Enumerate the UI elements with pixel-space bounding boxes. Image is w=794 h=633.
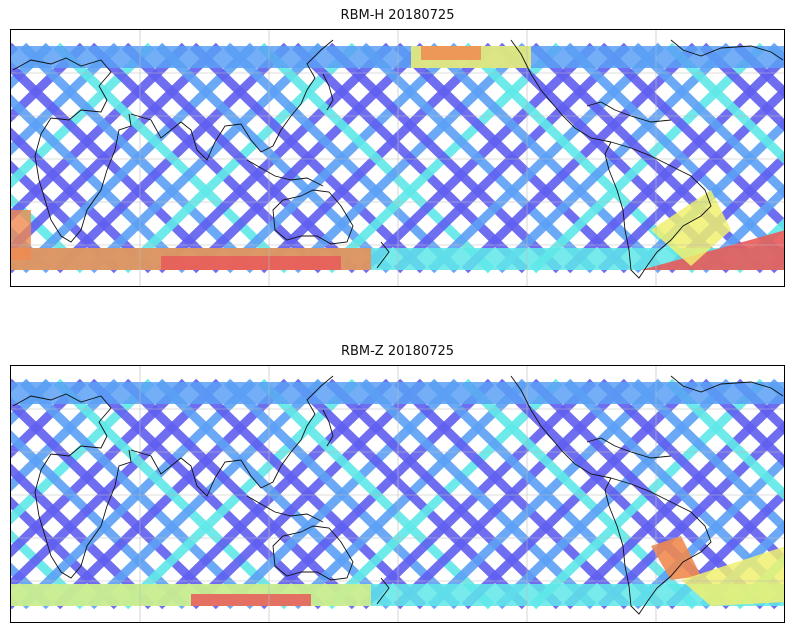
swath-descending [19,378,257,610]
swath-descending [11,430,189,610]
swath-descending [427,42,665,274]
swath-descending [223,42,461,274]
swath-descending [53,42,291,274]
swath-descending [87,42,325,274]
swath-descending [665,378,784,501]
swath-descending [563,42,784,264]
swath-ascending [11,378,87,459]
swath-descending [325,42,563,274]
coastline [246,495,324,523]
coastline [322,73,334,111]
coastline [272,525,354,581]
swath-descending [257,42,495,274]
coastline [240,39,334,153]
coastline [12,57,132,243]
coastline [670,39,784,61]
coastline [604,141,712,279]
swath-descending [189,378,427,610]
south-atlantic-warm [681,546,784,606]
coastline [130,449,242,497]
swath-descending [11,529,87,610]
north-band [11,46,784,68]
coastline [130,113,242,161]
southern-ocean-max [191,594,311,606]
coastline [376,241,390,269]
coastlines-top [12,39,784,279]
swath-ascending [733,217,784,274]
swath-descending [699,378,784,468]
swath-descending [11,193,87,274]
swath-descending [11,61,223,274]
panel-title-bottom: RBM-Z 20180725 [340,344,455,359]
swath-descending [631,42,784,198]
swath-descending [325,378,563,610]
map-svg-bottom [11,366,784,622]
coastline [510,39,612,143]
coastline [670,375,784,397]
swath-descending [19,42,257,274]
north-pacific-hot [421,46,481,60]
swath-descending [393,42,631,274]
swath-descending [427,378,665,610]
swath-descending [291,378,529,610]
swath-descending [461,378,699,610]
swath-descending [87,378,325,610]
swath-descending [733,378,784,435]
swath-descending [359,42,597,274]
coastline [12,393,132,579]
south-atlantic-warm [651,190,731,266]
satellite-swaths-bottom [11,378,784,610]
coastline [604,477,712,615]
swath-ascending [11,42,121,156]
coastline [376,577,390,605]
swath-ascending [699,184,784,274]
swath-descending [189,42,427,274]
swath-descending [11,397,223,610]
swath-descending [733,42,784,99]
swath-descending [11,127,155,274]
swath-ascending [11,42,87,123]
swath-descending [393,378,631,610]
swath-descending [631,378,784,534]
high-value-swaths-bottom [11,536,784,606]
coastlines-bottom [12,375,784,615]
swath-descending [11,94,189,274]
swath-descending [11,463,155,610]
swath-descending [121,42,359,274]
coastline [272,189,354,245]
swath-ascending [665,487,784,610]
swath-ascending [11,378,121,492]
south-atlantic-hot [651,536,701,580]
south-atlantic-max [641,230,784,270]
map-panel-top [10,29,785,287]
coastline [586,437,672,459]
swath-descending [121,378,359,610]
swath-descending [223,378,461,610]
high-value-swaths-top [11,46,784,270]
coastline [240,375,334,489]
coastline [322,409,334,447]
coastline [586,101,672,123]
coastline [510,375,612,479]
swath-descending [597,42,784,231]
coastline [246,159,324,187]
swath-descending [53,378,291,610]
panel-title-top: RBM-H 20180725 [340,8,455,23]
swath-descending [597,378,784,567]
map-svg-top [11,30,784,286]
west-edge-hot [11,210,31,260]
southern-ocean-max [161,256,341,270]
swath-descending [257,378,495,610]
north-band [11,382,784,404]
map-panel-bottom [10,365,785,623]
swath-descending [665,42,784,165]
swath-descending [291,42,529,274]
swath-descending [359,378,597,610]
swath-descending [699,42,784,132]
